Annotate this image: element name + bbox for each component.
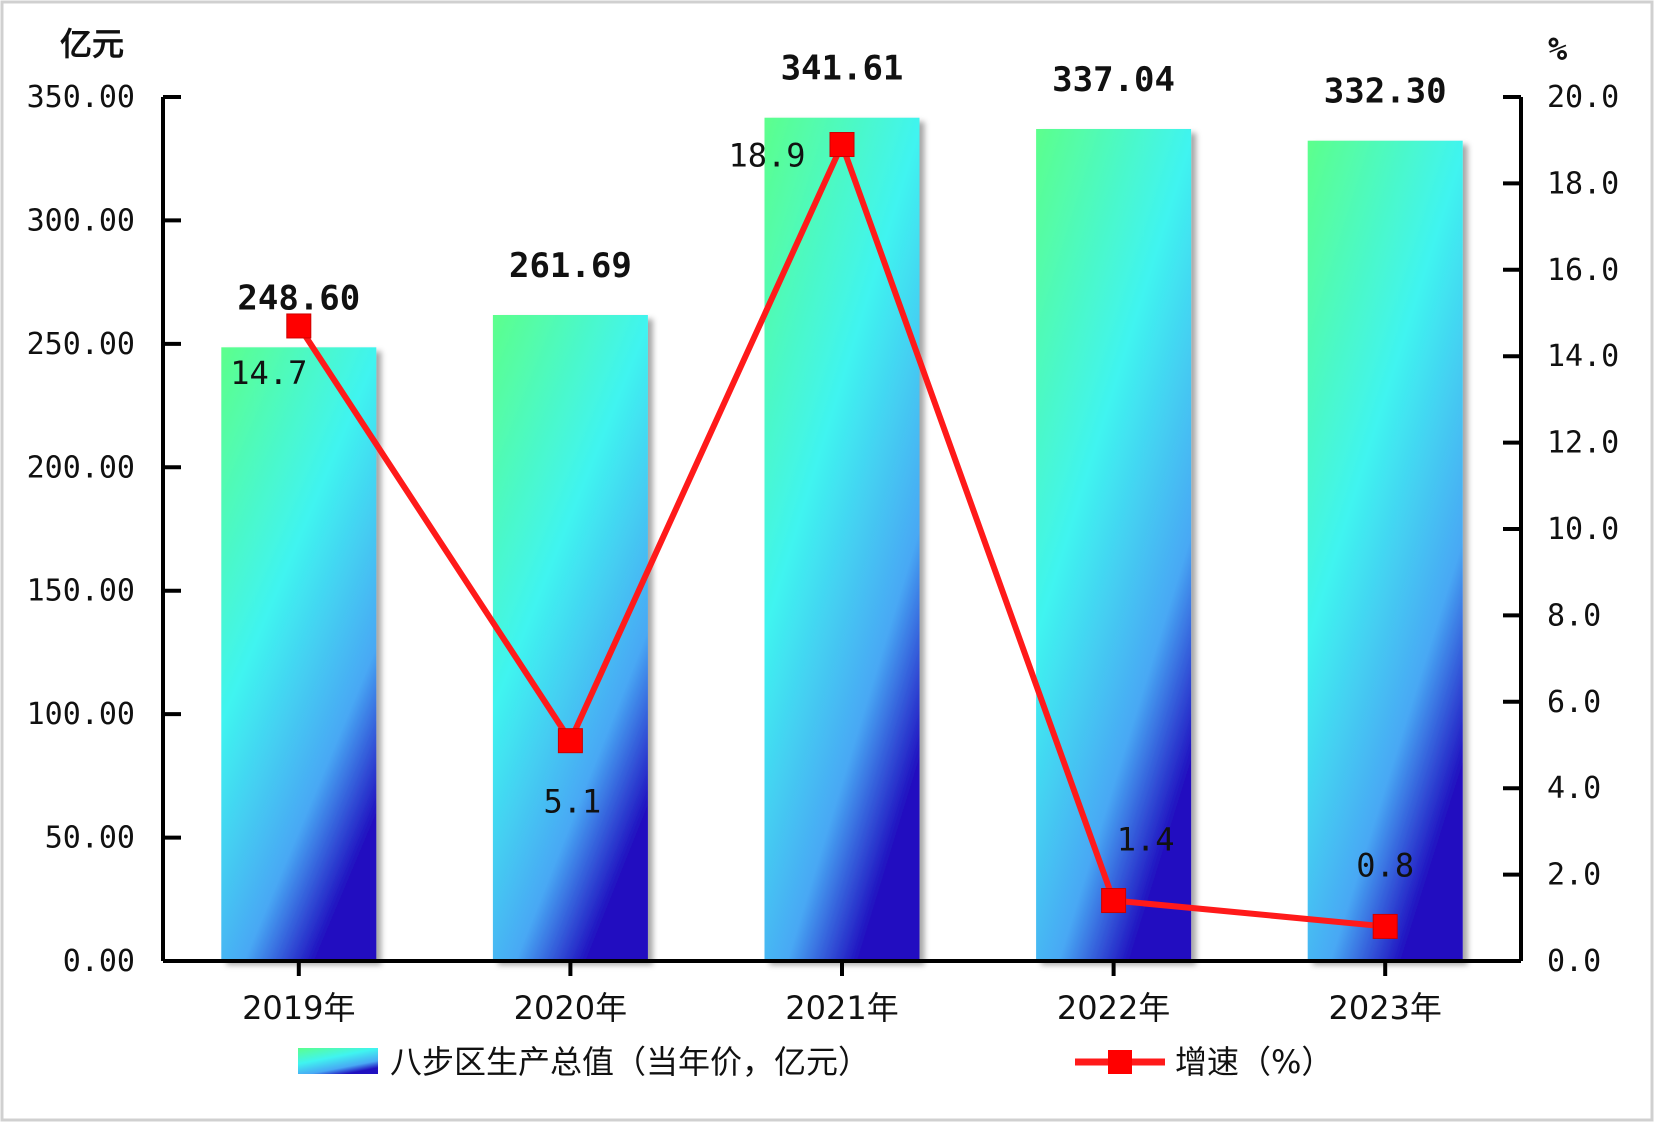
x-axis-tick-label: 2022年 bbox=[1057, 989, 1170, 1027]
bar-value-label: 341.61 bbox=[781, 49, 904, 89]
left-axis-tick-label: 250.00 bbox=[27, 327, 135, 362]
right-axis-tick-label: 18.0 bbox=[1547, 166, 1619, 201]
right-axis-tick-label: 2.0 bbox=[1547, 858, 1601, 893]
right-axis-tick-label: 8.0 bbox=[1547, 598, 1601, 633]
growth-value-label: 0.8 bbox=[1356, 846, 1414, 884]
bar-value-label: 248.60 bbox=[237, 278, 360, 318]
x-axis-tick-label: 2021年 bbox=[785, 989, 898, 1027]
left-axis-tick-label: 50.00 bbox=[45, 821, 135, 856]
right-axis-tick-label: 10.0 bbox=[1547, 512, 1619, 547]
growth-value-label: 14.7 bbox=[230, 354, 307, 392]
growth-value-label: 5.1 bbox=[544, 783, 602, 821]
x-axis-tick-label: 2020年 bbox=[514, 989, 627, 1027]
bar bbox=[492, 314, 648, 962]
growth-value-label: 18.9 bbox=[728, 137, 805, 175]
x-axis-tick-label: 2023年 bbox=[1328, 989, 1441, 1027]
growth-marker bbox=[829, 132, 855, 158]
right-axis-unit: % bbox=[1548, 30, 1568, 68]
bar bbox=[1307, 140, 1463, 961]
right-axis-tick-label: 20.0 bbox=[1547, 80, 1619, 115]
right-axis-tick-label: 16.0 bbox=[1547, 253, 1619, 288]
right-axis-tick-label: 14.0 bbox=[1547, 339, 1619, 374]
bar bbox=[1036, 128, 1192, 962]
left-axis-tick-label: 100.00 bbox=[27, 697, 135, 732]
left-axis-unit: 亿元 bbox=[60, 25, 124, 63]
legend-line-label: 增速（%） bbox=[1175, 1043, 1333, 1081]
left-axis-tick-label: 0.00 bbox=[63, 944, 135, 979]
legend-bar-swatch bbox=[298, 1048, 378, 1074]
bar bbox=[764, 117, 920, 962]
right-axis-tick-label: 4.0 bbox=[1547, 771, 1601, 806]
left-axis-tick-label: 300.00 bbox=[27, 203, 135, 238]
legend: 八步区生产总值（当年价，亿元） 增速（%） bbox=[298, 1043, 1333, 1081]
growth-value-label: 1.4 bbox=[1117, 821, 1175, 859]
left-axis-tick-label: 200.00 bbox=[27, 450, 135, 485]
right-axis-tick-label: 12.0 bbox=[1547, 426, 1619, 461]
growth-marker bbox=[1372, 913, 1398, 939]
bar-value-label: 332.30 bbox=[1324, 72, 1447, 112]
x-axis-tick-label: 2019年 bbox=[242, 989, 355, 1027]
legend-line-marker bbox=[1108, 1050, 1132, 1074]
right-axis-tick-label: 6.0 bbox=[1547, 685, 1601, 720]
growth-marker bbox=[286, 313, 312, 339]
bar-value-label: 261.69 bbox=[509, 246, 632, 286]
left-axis-tick-label: 350.00 bbox=[27, 80, 135, 115]
legend-bar-label: 八步区生产总值（当年价，亿元） bbox=[390, 1043, 870, 1081]
right-axis-tick-label: 0.0 bbox=[1547, 944, 1601, 979]
growth-marker bbox=[1101, 888, 1127, 914]
bar bbox=[221, 347, 377, 962]
growth-marker bbox=[557, 728, 583, 754]
bar-value-label: 337.04 bbox=[1052, 60, 1175, 100]
left-axis-tick-label: 150.00 bbox=[27, 574, 135, 609]
